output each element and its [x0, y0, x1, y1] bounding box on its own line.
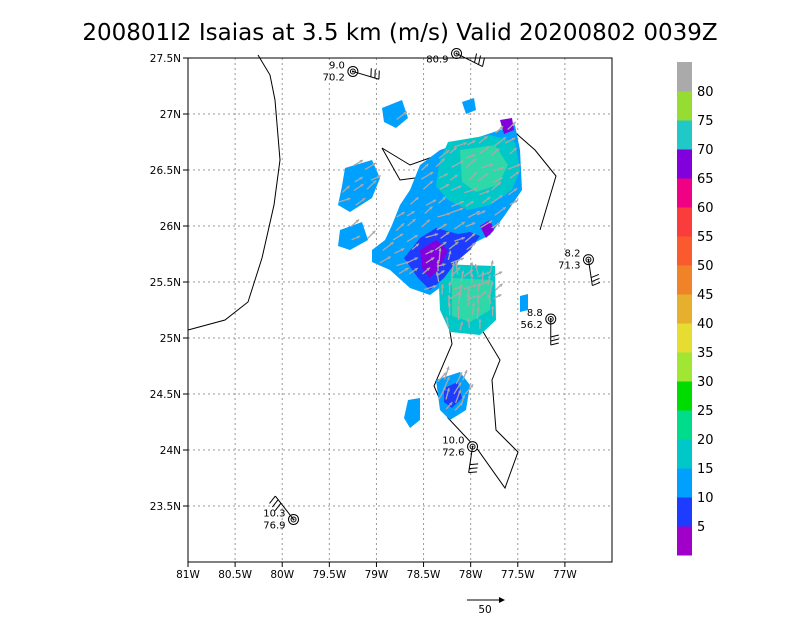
colorbar-label: 50 — [697, 259, 714, 274]
x-tick-label: 78.5W — [407, 569, 441, 581]
wind-barb-feather — [551, 343, 559, 345]
wind-barb-feather — [469, 468, 477, 469]
y-tick-label: 27N — [160, 109, 181, 121]
station-bottom-value: 71.3 — [558, 261, 580, 272]
x-tick-label: 78W — [459, 569, 483, 581]
colorbar-segment — [677, 207, 692, 237]
plot-frame — [188, 58, 612, 562]
colorbar-segment — [677, 323, 692, 353]
colorbar-segment — [677, 468, 692, 498]
x-tick-label: 79.5W — [312, 569, 346, 581]
colorbar-segment — [677, 497, 692, 527]
y-tick-label: 26.5N — [150, 165, 181, 177]
colorbar-label: 30 — [697, 375, 714, 390]
station-top-value: 8.2 — [565, 249, 581, 260]
figure-title: 200801I2 Isaias at 3.5 km (m/s) Valid 20… — [82, 20, 717, 46]
colorbar-segment — [677, 149, 692, 179]
colorbar-segment — [677, 120, 692, 150]
colorbar-label: 15 — [697, 462, 714, 477]
colorbar-label: 60 — [697, 201, 714, 216]
station-plot: 8.856.2 — [520, 308, 558, 345]
station-bottom-value: 56.2 — [520, 320, 542, 331]
reference-vector: 50 — [467, 597, 505, 616]
wind-barb-feather — [479, 56, 481, 65]
colorbar-label: 75 — [697, 114, 714, 129]
station-top-value: 8.8 — [527, 308, 543, 319]
station-bottom-value: 70.2 — [323, 72, 345, 83]
wind-barb-feather — [592, 278, 600, 281]
station-top-value: 10.0 — [442, 436, 464, 447]
colorbar-segment — [677, 410, 692, 440]
colorbar-label: 10 — [697, 491, 714, 506]
colorbar: 5 10 15 20 25 30 35 40 45 50 55 60 65 70 75 80 — [677, 62, 714, 556]
y-tick-label: 27.5N — [150, 53, 181, 65]
wind-barb-feather — [591, 274, 599, 277]
colorbar-label: 65 — [697, 172, 714, 187]
wind-barb-feather — [270, 496, 276, 503]
reference-vector-label: 50 — [478, 604, 491, 616]
y-tick-label: 26N — [160, 221, 181, 233]
radar-reflectivity-field — [338, 98, 528, 428]
station-top-value: 9.0 — [329, 60, 345, 71]
colorbar-label: 5 — [697, 520, 705, 535]
x-tick-label: 81W — [176, 569, 200, 581]
station-plot: 9.070.2 — [323, 60, 380, 83]
x-axis-tick-labels: 81W 80.5W 80W 79.5W 79W 78.5W 78W 77.5W 77W — [176, 562, 577, 581]
colorbar-label: 20 — [697, 433, 714, 448]
colorbar-segment — [677, 381, 692, 411]
station-bottom-value: 76.9 — [263, 520, 285, 531]
colorbar-label: 55 — [697, 230, 714, 245]
x-tick-label: 80.5W — [218, 569, 252, 581]
wind-barb-feather — [551, 335, 559, 337]
wind-barb-feather — [483, 58, 485, 67]
station-plot: 8.271.3 — [558, 249, 600, 286]
colorbar-segment — [677, 236, 692, 266]
wind-barb-feather — [551, 339, 559, 341]
grid-lines — [188, 58, 612, 562]
station-top-value: 10.3 — [263, 508, 285, 519]
colorbar-segment — [677, 91, 692, 121]
colorbar-label: 40 — [697, 317, 714, 332]
station-plot: 10.376.9 — [263, 496, 298, 531]
wind-barb-feather — [592, 282, 600, 285]
y-tick-label: 24N — [160, 445, 181, 457]
colorbar-segment — [677, 178, 692, 208]
x-tick-label: 79W — [365, 569, 389, 581]
colorbar-label: 70 — [697, 143, 714, 158]
y-tick-label: 25.5N — [150, 277, 181, 289]
colorbar-segment — [677, 439, 692, 469]
colorbar-segment — [677, 352, 692, 382]
y-axis-tick-labels: 27.5N 27N 26.5N 26N 25.5N 25N 24.5N 24N 23.5N — [150, 53, 188, 513]
colorbar-segment — [677, 62, 692, 92]
colorbar-segment — [677, 265, 692, 295]
wind-barb-staff — [457, 54, 483, 67]
colorbar-label: 25 — [697, 404, 714, 419]
colorbar-segment — [677, 526, 692, 556]
colorbar-label: 80 — [697, 85, 714, 100]
x-tick-label: 80W — [270, 569, 294, 581]
colorbar-segment — [677, 294, 692, 324]
station-bottom-value: 80.9 — [426, 55, 448, 66]
y-tick-label: 25N — [160, 333, 181, 345]
station-bottom-value: 72.6 — [442, 448, 464, 459]
colorbar-label: 35 — [697, 346, 714, 361]
y-tick-label: 24.5N — [150, 389, 181, 401]
wind-barb-feather — [469, 472, 477, 473]
x-tick-label: 77.5W — [501, 569, 535, 581]
wind-barb-feather — [272, 500, 278, 507]
y-tick-label: 23.5N — [150, 501, 181, 513]
x-tick-label: 77W — [553, 569, 577, 581]
station-plot: 10.072.6 — [442, 436, 478, 473]
colorbar-label: 45 — [697, 288, 714, 303]
